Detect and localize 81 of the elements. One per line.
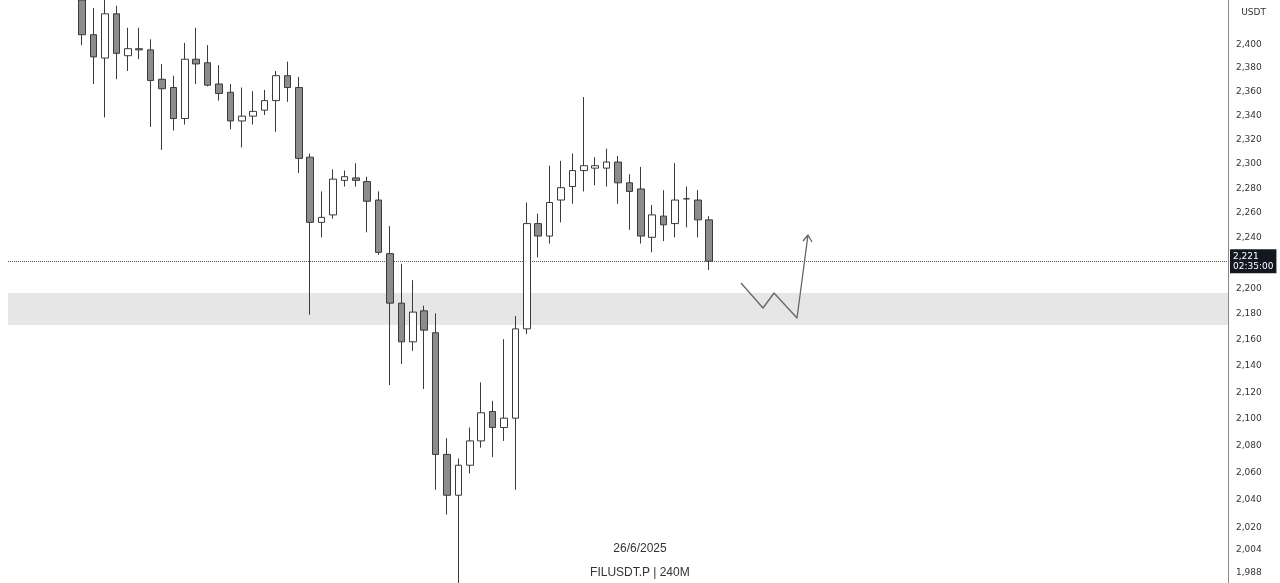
y-tick-label: 2,040 <box>1236 494 1263 505</box>
annotation: FILUSDT.P | 240M <box>590 565 690 579</box>
candlestick <box>626 173 633 231</box>
y-tick-label: 1,988 <box>1236 566 1263 577</box>
candlestick <box>557 160 565 223</box>
candlestick <box>306 153 314 316</box>
y-tick-label: 2,180 <box>1236 308 1263 319</box>
y-tick-label: 2,080 <box>1236 439 1263 450</box>
y-tick-label: 2,300 <box>1236 158 1263 169</box>
candlestick <box>341 170 348 187</box>
candlestick <box>546 165 553 245</box>
candlestick <box>466 427 474 474</box>
candlestick <box>352 162 360 187</box>
candlestick <box>238 87 246 148</box>
candlestick <box>227 83 234 130</box>
candlestick <box>329 168 337 220</box>
candlestick <box>534 213 542 258</box>
y-axis-title: USDT <box>1241 6 1267 17</box>
y-tick-label: 2,100 <box>1236 413 1263 424</box>
y-tick-label: 2,280 <box>1236 182 1263 193</box>
candlestick <box>261 89 268 116</box>
candlestick <box>512 315 519 491</box>
y-tick-label: 2,060 <box>1236 467 1263 478</box>
candlestick <box>158 63 166 151</box>
candlestick <box>204 44 211 87</box>
y-tick-label: 2,380 <box>1236 62 1263 73</box>
candlestick <box>705 215 713 271</box>
y-tick-label: 2,160 <box>1236 334 1263 345</box>
y-tick-label: 2,320 <box>1236 134 1263 144</box>
candlestick <box>420 305 428 390</box>
y-tick-label: 2,120 <box>1236 386 1263 397</box>
candlestick <box>386 225 394 386</box>
candlestick <box>569 153 576 205</box>
candlestick <box>500 338 508 442</box>
candlestick <box>147 38 154 128</box>
candlestick <box>489 400 496 458</box>
candlestick <box>113 5 120 80</box>
candlestick <box>318 190 325 238</box>
candlestick <box>603 148 610 187</box>
candlestick <box>694 189 702 238</box>
candlestick <box>272 70 280 133</box>
candlestick <box>181 42 189 126</box>
candlestick <box>432 312 439 491</box>
candlestick <box>660 189 667 242</box>
y-tick-label: 2,140 <box>1236 360 1263 371</box>
candlestick <box>215 64 223 102</box>
y-tick-label: 2,400 <box>1236 39 1263 50</box>
candlestick <box>580 96 588 192</box>
y-tick-label: 2,360 <box>1236 86 1263 97</box>
candlestick <box>295 76 303 174</box>
candlestick <box>135 27 143 60</box>
candlestick <box>477 381 485 449</box>
candlestick <box>78 0 86 46</box>
candlestick <box>671 162 679 238</box>
candlestick <box>591 156 599 186</box>
y-tick-label: 2,200 <box>1236 282 1263 293</box>
candlestick <box>455 457 462 583</box>
candlestick <box>648 204 656 253</box>
candlestick <box>398 263 405 365</box>
candlestick <box>101 0 109 118</box>
candlestick <box>375 190 382 256</box>
candlestick <box>683 186 690 228</box>
ref-line-label: 2,221 02:35:00 <box>1233 251 1274 272</box>
y-tick-label: 2,260 <box>1236 207 1263 218</box>
y-tick-label: 2,340 <box>1236 109 1263 120</box>
candlestick <box>409 279 417 352</box>
annotation: 26/6/2025 <box>613 541 668 555</box>
candlestick <box>523 202 531 335</box>
y-tick-label: 2,240 <box>1236 232 1263 243</box>
candlestick <box>637 166 645 245</box>
candlestick <box>363 176 371 233</box>
y-tick-label: 2,020 <box>1236 521 1263 532</box>
candlestick <box>124 27 132 72</box>
candlestick <box>170 75 177 132</box>
y-tick-label: 2,004 <box>1236 544 1263 555</box>
candlestick <box>90 7 97 85</box>
candlestick <box>284 61 291 103</box>
candlestick <box>443 437 451 516</box>
candlestick <box>614 155 622 205</box>
candlestick <box>249 90 257 126</box>
candlestick <box>192 27 200 85</box>
